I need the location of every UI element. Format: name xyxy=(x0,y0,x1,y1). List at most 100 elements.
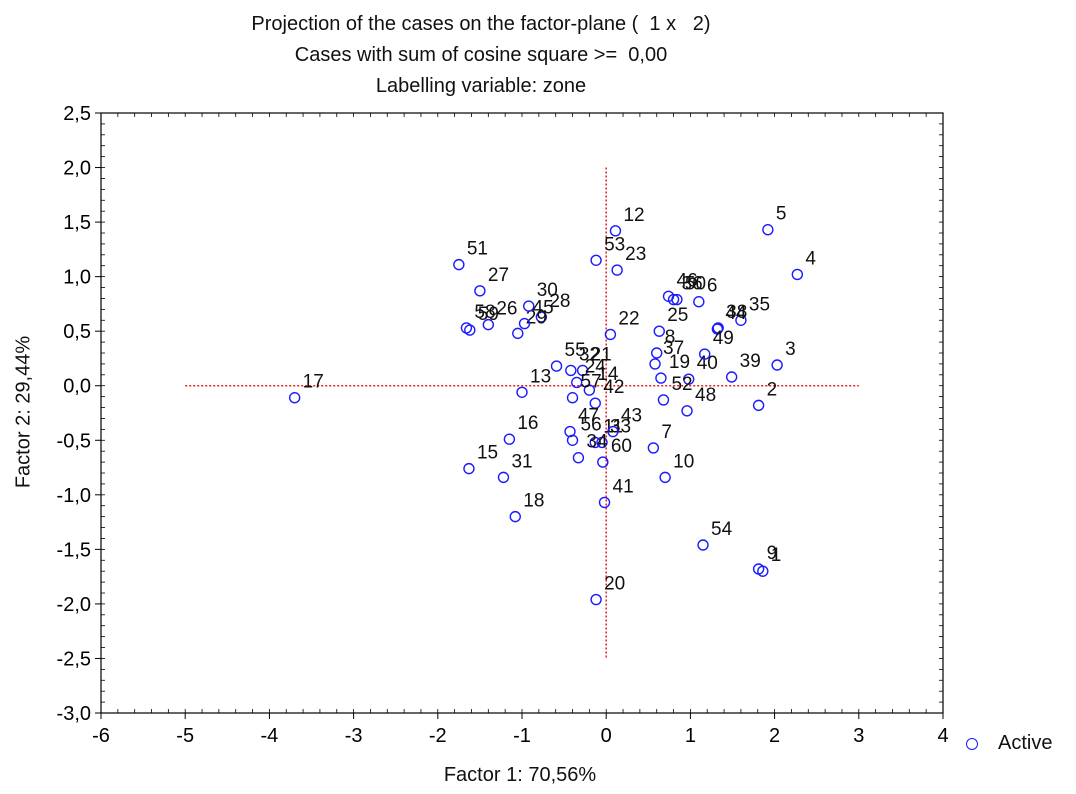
data-point xyxy=(752,563,765,575)
y-tick-label: -0,5 xyxy=(57,430,91,452)
data-point xyxy=(589,436,601,449)
chart-title-line-1: Projection of the cases on the factor-pl… xyxy=(251,13,711,35)
data-point xyxy=(598,496,611,509)
y-tick-label: -3,0 xyxy=(57,703,91,725)
data-point xyxy=(596,436,608,449)
point-label: 22 xyxy=(618,308,639,329)
x-tick-label: 2 xyxy=(769,725,780,747)
data-point xyxy=(518,317,531,330)
y-tick-label: 2,5 xyxy=(63,103,91,125)
y-tick-label: 1,0 xyxy=(63,267,91,289)
point-label: 47 xyxy=(578,406,599,427)
data-point xyxy=(463,462,475,475)
y-tick-label: 2,0 xyxy=(63,158,91,180)
point-label: 7 xyxy=(661,422,672,443)
point-label: 27 xyxy=(488,265,509,286)
data-point xyxy=(653,325,665,337)
point-label: 59 xyxy=(478,304,499,325)
data-point xyxy=(535,311,548,323)
point-label: 23 xyxy=(625,244,646,265)
y-axis-label: Factor 2: 29,44% xyxy=(12,335,35,489)
data-point xyxy=(611,264,623,276)
data-point xyxy=(711,323,724,335)
point-label: 18 xyxy=(523,491,544,512)
data-point xyxy=(607,425,619,438)
data-point xyxy=(655,372,667,384)
data-point xyxy=(671,293,683,306)
data-point xyxy=(725,371,738,383)
point-label: 25 xyxy=(667,305,688,326)
point-label: 21 xyxy=(591,344,612,365)
point-label: 4 xyxy=(805,248,816,269)
point-label: 50 xyxy=(685,274,706,295)
point-label: 44 xyxy=(725,303,747,324)
point-label: 33 xyxy=(610,416,631,437)
data-point xyxy=(659,471,671,484)
point-label: 51 xyxy=(467,239,488,260)
data-point xyxy=(576,364,589,377)
data-point xyxy=(572,452,585,464)
point-label: 32 xyxy=(579,344,600,365)
point-label: 39 xyxy=(740,351,761,372)
point-label: 48 xyxy=(695,385,716,406)
point-label: 2 xyxy=(767,379,778,400)
point-label: 31 xyxy=(511,451,532,472)
y-tick-label: 1,5 xyxy=(63,212,91,234)
point-label: 36 xyxy=(682,274,703,295)
x-tick-label: 3 xyxy=(853,725,864,747)
data-point xyxy=(566,434,579,446)
data-point xyxy=(590,254,602,266)
point-label: 9 xyxy=(767,543,778,564)
data-point xyxy=(503,433,516,445)
point-label: 28 xyxy=(549,291,570,312)
point-label: 15 xyxy=(477,443,498,464)
point-label: 10 xyxy=(673,451,694,472)
point-label: 8 xyxy=(665,327,676,348)
data-point xyxy=(651,347,663,359)
point-label: 29 xyxy=(526,307,547,328)
data-point xyxy=(735,314,747,326)
point-label: 24 xyxy=(585,356,607,377)
data-point xyxy=(697,539,709,551)
point-label: 26 xyxy=(496,299,517,320)
point-label: 30 xyxy=(537,280,558,301)
point-label: 16 xyxy=(517,413,538,434)
data-point xyxy=(512,327,524,340)
point-label: 19 xyxy=(669,352,690,373)
point-label: 5 xyxy=(776,204,787,225)
x-tick-label: -2 xyxy=(429,725,447,747)
point-label: 43 xyxy=(621,406,642,427)
point-label: 49 xyxy=(713,328,734,349)
point-label: 55 xyxy=(565,340,586,361)
y-tick-label: 0,5 xyxy=(63,321,91,343)
y-tick-label: -2,5 xyxy=(57,648,91,670)
point-label: 3 xyxy=(785,339,796,360)
point-label: 57 xyxy=(581,372,602,393)
legend: Active xyxy=(966,732,1052,755)
data-point xyxy=(791,268,804,281)
x-tick-label: 0 xyxy=(601,725,612,747)
data-point xyxy=(474,285,486,297)
point-label: 37 xyxy=(663,338,684,359)
data-point xyxy=(288,392,301,404)
data-point xyxy=(590,593,602,606)
x-axis-label: Factor 1: 70,56% xyxy=(443,764,597,786)
x-tick-label: -5 xyxy=(176,725,194,747)
point-label: 60 xyxy=(611,436,632,457)
data-point xyxy=(647,442,660,454)
chart-title-line-3: Labelling variable: zone xyxy=(375,75,587,97)
data-point xyxy=(693,296,705,308)
chart-title-line-2: Cases with sum of cosine square >= 0,00 xyxy=(294,44,668,66)
point-label: 41 xyxy=(613,476,634,497)
point-label: 17 xyxy=(303,372,324,393)
point-label: 58 xyxy=(474,302,495,323)
data-point xyxy=(683,373,695,385)
data-point xyxy=(497,471,510,484)
point-label: 53 xyxy=(604,234,625,255)
y-tick-label: -2,0 xyxy=(57,594,91,616)
data-point xyxy=(523,300,535,312)
point-label: 56 xyxy=(581,414,602,435)
data-point xyxy=(597,456,609,468)
